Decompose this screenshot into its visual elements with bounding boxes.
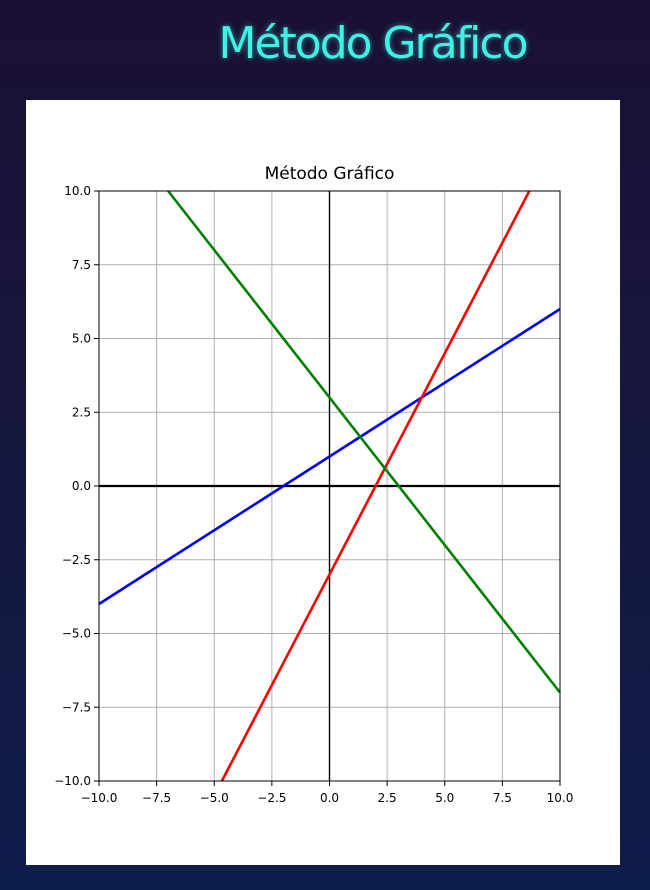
x-tick-label: 0.0 — [320, 791, 339, 805]
y-tick-label: −2.5 — [62, 553, 91, 567]
page-title: Método Gráfico — [0, 18, 650, 69]
y-tick-label: 5.0 — [72, 332, 91, 346]
chart-svg: Método Gráfico −10.0 −7.5 −5.0 −2.5 0.0 2.5 5.… — [26, 100, 620, 865]
x-tick-label: −5.0 — [200, 791, 229, 805]
series-line-3 — [168, 191, 560, 693]
y-tick-label: −7.5 — [62, 700, 91, 714]
y-tick-label: −10.0 — [54, 774, 91, 788]
x-tick-label: 10.0 — [547, 791, 574, 805]
y-tick-label: 7.5 — [72, 258, 91, 272]
x-tick-label: −10.0 — [81, 791, 118, 805]
y-tick-label: −5.0 — [62, 627, 91, 641]
y-tick-label: 0.0 — [72, 479, 91, 493]
y-tick-label: 2.5 — [72, 405, 91, 419]
x-tick-label: −7.5 — [142, 791, 171, 805]
x-tick-label: −2.5 — [257, 791, 286, 805]
x-tick-label: 2.5 — [378, 791, 397, 805]
x-tick-label: 7.5 — [493, 791, 512, 805]
chart-title: Método Gráfico — [265, 164, 395, 184]
axes-layer — [99, 191, 560, 781]
x-tick-label: 5.0 — [435, 791, 454, 805]
y-tick-label: 10.0 — [64, 184, 91, 198]
ticks-layer: −10.0 −7.5 −5.0 −2.5 0.0 2.5 5.0 7.5 10.0 10.0 7.5… — [54, 184, 573, 805]
chart-figure: Método Gráfico −10.0 −7.5 −5.0 −2.5 0.0 2.5 5.… — [26, 100, 620, 865]
